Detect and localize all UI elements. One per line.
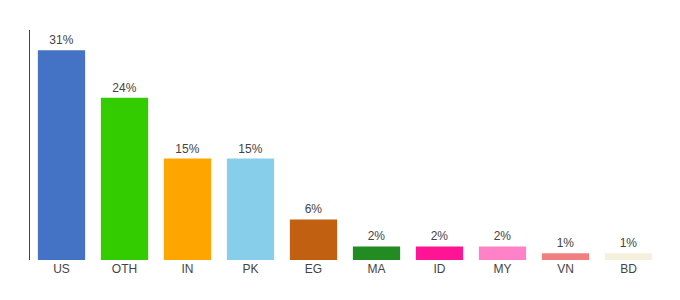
svg-text:24%: 24%	[112, 81, 136, 95]
svg-text:IN: IN	[182, 262, 194, 276]
svg-text:ID: ID	[434, 262, 446, 276]
svg-text:PK: PK	[242, 262, 258, 276]
svg-text:2%: 2%	[368, 229, 386, 243]
svg-text:MY: MY	[494, 262, 512, 276]
svg-text:BD: BD	[620, 262, 637, 276]
svg-text:US: US	[53, 262, 70, 276]
svg-text:15%: 15%	[175, 142, 199, 156]
svg-text:MA: MA	[368, 262, 386, 276]
svg-text:EG: EG	[305, 262, 322, 276]
svg-text:6%: 6%	[305, 202, 323, 216]
svg-text:31%: 31%	[49, 33, 73, 47]
svg-text:2%: 2%	[431, 229, 449, 243]
svg-text:VN: VN	[557, 262, 574, 276]
svg-text:OTH: OTH	[112, 262, 137, 276]
svg-text:1%: 1%	[620, 236, 638, 250]
svg-text:1%: 1%	[557, 236, 575, 250]
svg-text:2%: 2%	[494, 229, 512, 243]
svg-text:15%: 15%	[238, 142, 262, 156]
